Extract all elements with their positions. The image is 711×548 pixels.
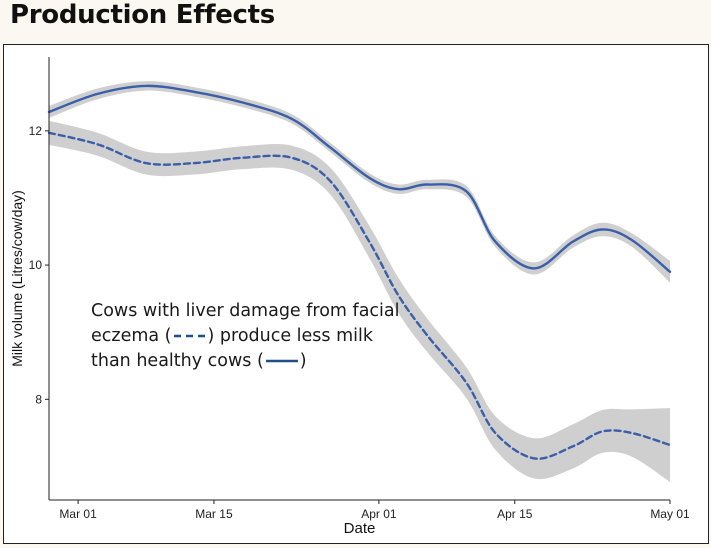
x-axis-title: Date — [344, 520, 376, 537]
chart-annotation: Cows with liver damage from facial eczem… — [91, 299, 411, 374]
series-line-solid — [47, 84, 672, 273]
y-tick-label: 12 — [29, 124, 43, 138]
annotation-line-1: Cows with liver damage from facial — [91, 301, 400, 321]
x-tick-label: Apr 01 — [361, 507, 397, 521]
x-tick-label: Apr 15 — [497, 507, 533, 521]
solid-line-legend-swatch — [265, 359, 298, 363]
x-tick-label: Mar 15 — [195, 507, 233, 521]
x-tick-label: Mar 01 — [59, 507, 97, 521]
y-tick-label: 8 — [35, 392, 42, 406]
x-tick-label: May 01 — [650, 507, 690, 521]
y-axis-title: Milk volume (Litres/cow/day) — [9, 190, 25, 367]
confidence-band-solid — [49, 81, 670, 283]
annotation-line-3-end: ) — [299, 351, 307, 371]
y-tick-label: 10 — [29, 258, 43, 272]
annotation-line-2-end: ) produce less milk — [207, 326, 374, 346]
series-line-dashed — [47, 131, 672, 460]
annotation-line-2-start: eczema ( — [91, 326, 172, 346]
annotation-line-3-start: than healthy cows ( — [91, 351, 264, 371]
chart-frame: 8 10 12 Mar 01 Mar 15 Apr 01 Apr 15 May 01 Dat… — [3, 44, 709, 544]
page-title: Production Effects — [10, 0, 275, 30]
dashed-line-legend-swatch — [173, 334, 206, 338]
confidence-band-dashed — [49, 120, 670, 482]
milk-volume-chart: 8 10 12 Mar 01 Mar 15 Apr 01 Apr 15 May 01 Dat… — [9, 57, 690, 537]
